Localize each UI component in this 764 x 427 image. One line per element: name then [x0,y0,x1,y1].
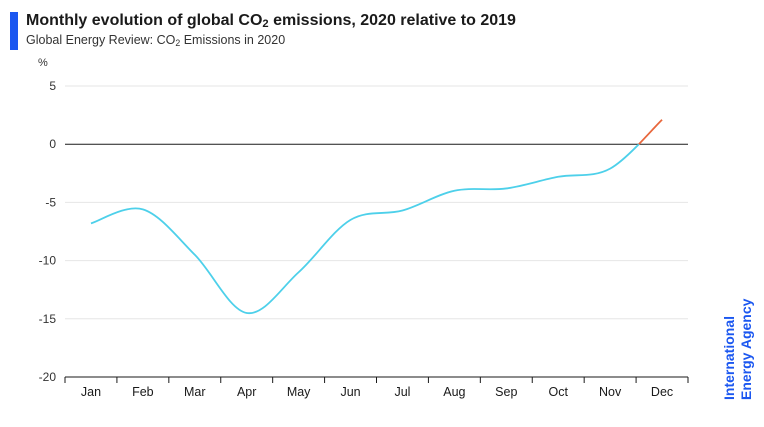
x-tick-label: Mar [184,385,206,399]
x-tick-label: Apr [237,385,256,399]
chart-subtitle: Global Energy Review: CO2 Emissions in 2… [26,33,286,48]
x-tick-label: Feb [132,385,154,399]
x-tick-label: Aug [443,385,465,399]
x-tick-label: Nov [599,385,622,399]
title-accent-bar [10,12,18,50]
y-tick-label: -20 [39,370,57,384]
y-axis-unit: % [38,57,48,69]
y-tick-label: -10 [39,254,57,268]
series-line-negative [90,143,640,314]
x-tick-label: Oct [548,385,568,399]
brand-line-2: Energy Agency [738,298,754,400]
iea-logo: International Energy Agency [718,290,758,400]
chart-title: Monthly evolution of global CO2 emission… [26,12,516,30]
x-tick-label: Jul [394,385,410,399]
x-tick-label: Jun [340,385,360,399]
brand-line-1: International [721,316,737,400]
x-tick-label: Dec [651,385,673,399]
y-tick-label: -5 [45,195,56,209]
y-tick-label: -15 [39,312,57,326]
x-tick-label: Jan [81,385,101,399]
x-tick-label: Sep [495,385,517,399]
x-tick-label: May [287,385,311,399]
series-line-positive [638,119,663,145]
y-tick-label: 0 [49,137,56,151]
y-tick-label: 5 [49,79,56,93]
